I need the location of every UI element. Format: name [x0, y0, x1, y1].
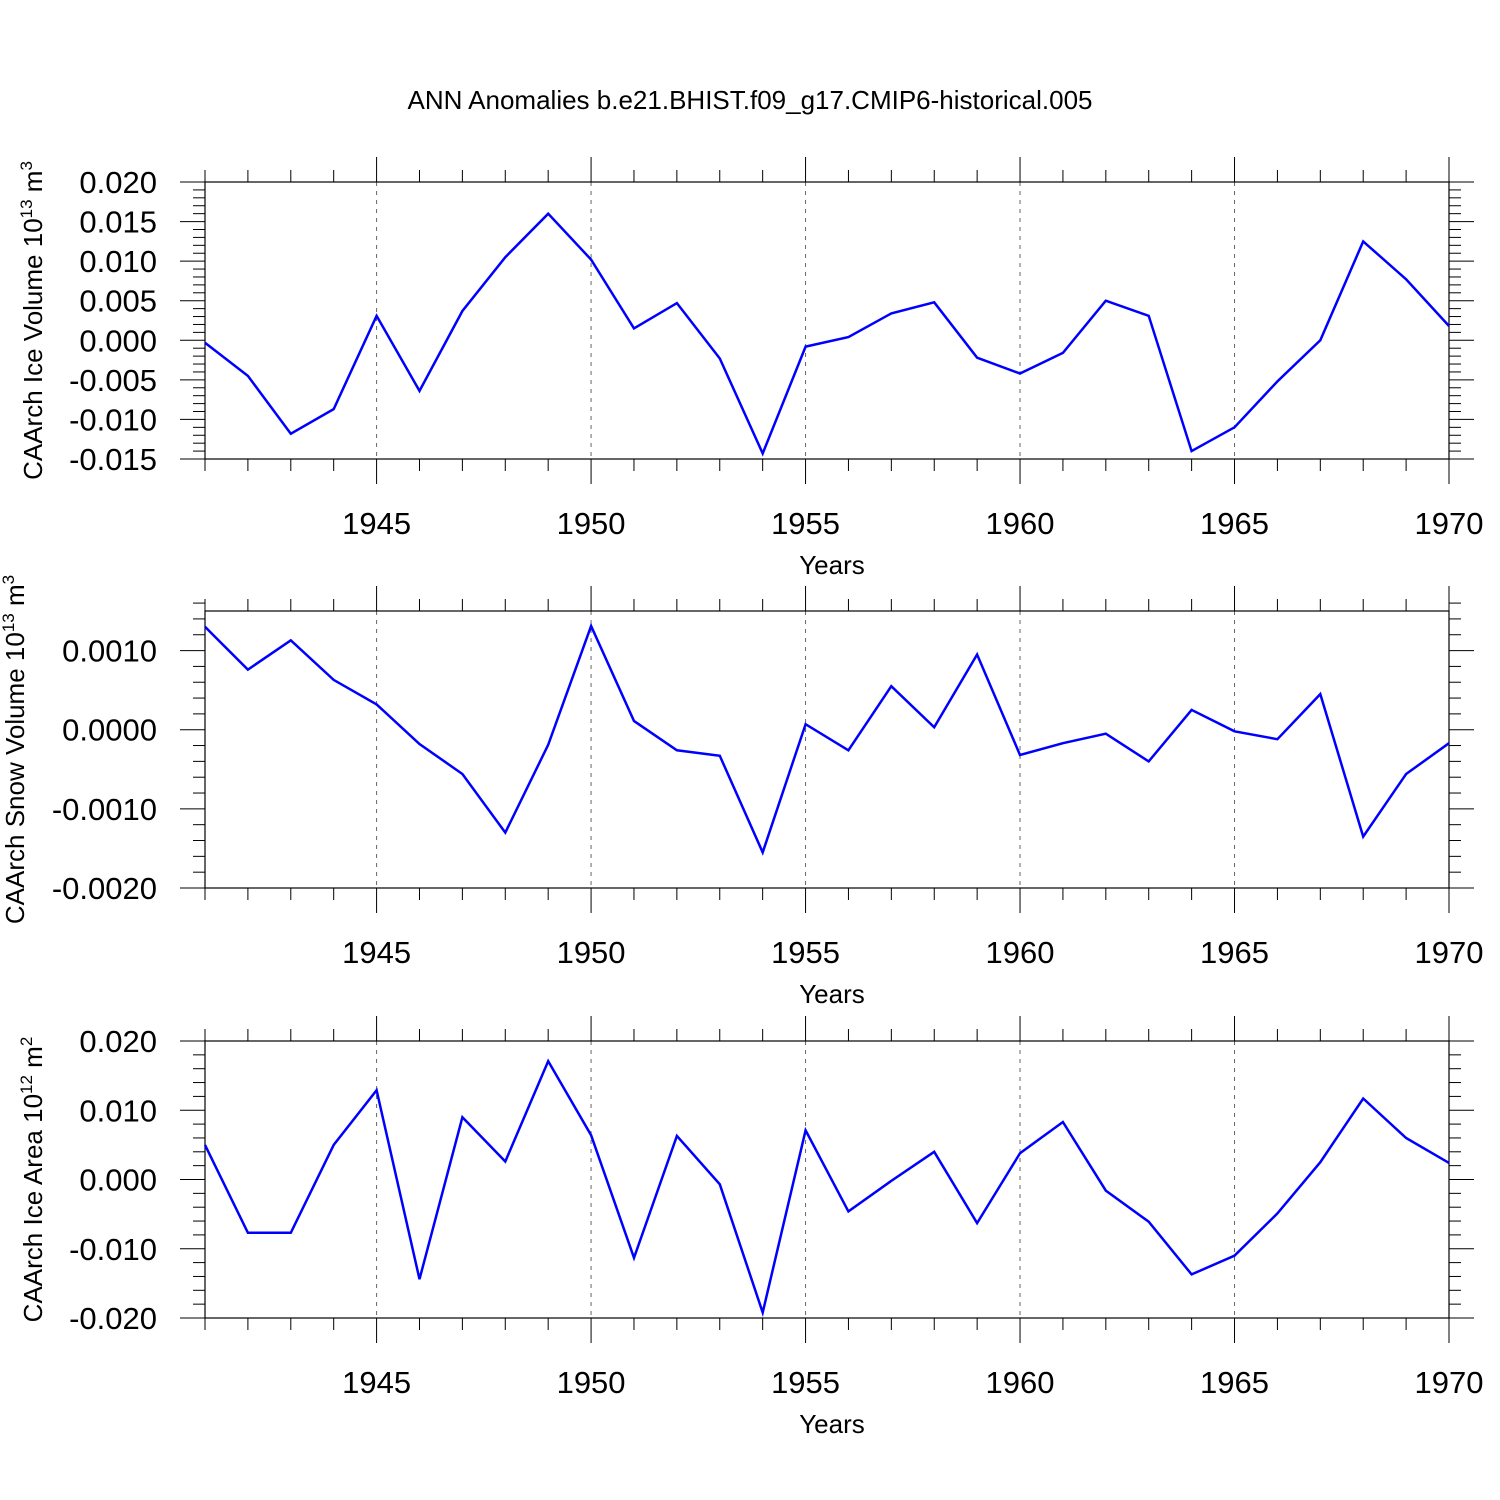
- y-tick-label: 0.010: [79, 244, 157, 279]
- y-tick-label: 0.010: [79, 1093, 157, 1128]
- x-tick-label: 1950: [557, 935, 626, 970]
- y-axis-label-unit: m: [18, 1046, 48, 1075]
- series-line: [203, 1058, 1450, 1318]
- y-tick-label: 0.015: [79, 205, 157, 240]
- y-axis-label: CAArch Snow Volume 1013 m3: [0, 575, 30, 924]
- x-axis-label: Years: [799, 550, 865, 580]
- y-axis-label-unit-exponent: 2: [17, 1037, 36, 1046]
- x-tick-label: 1970: [1415, 506, 1484, 541]
- x-tick-label: 1955: [771, 935, 840, 970]
- y-axis-label-text: CAArch Ice Area 10: [18, 1094, 48, 1322]
- panel-3: -0.020 -0.010 0.000 0.010 0.020 1945 1950 1955 1…: [17, 1016, 1483, 1439]
- y-axis-label-unit-exponent: 3: [17, 161, 36, 170]
- y-axis-label-unit: m: [0, 584, 30, 613]
- x-tick-label: 1965: [1200, 506, 1269, 541]
- y-axis-label-exponent: 13: [17, 199, 36, 218]
- y-tick-label: 0.020: [79, 165, 157, 200]
- y-tick-label: -0.0020: [52, 871, 157, 906]
- x-tick-label: 1970: [1415, 935, 1484, 970]
- plot-frame: [204, 181, 1450, 460]
- x-tick-label: 1955: [771, 1365, 840, 1400]
- plot-frame: [204, 610, 1450, 889]
- panel-1: -0.015 -0.010 -0.005 0.000 0.005 0.010 0.015 0.…: [17, 157, 1483, 580]
- y-tick-label: 0.020: [79, 1024, 157, 1059]
- y-tick-label: -0.005: [69, 363, 157, 398]
- x-tick-label: 1950: [557, 1365, 626, 1400]
- x-tick-label: 1965: [1200, 1365, 1269, 1400]
- x-tick-label: 1960: [986, 1365, 1055, 1400]
- y-tick-label: 0.0010: [62, 634, 157, 669]
- series-line: [204, 622, 1450, 856]
- panel-2: -0.0020 -0.0010 0.0000 0.0010 1945 1950 1955 19…: [0, 575, 1483, 1009]
- x-tick-label: 1955: [771, 506, 840, 541]
- y-tick-label: 0.005: [79, 284, 157, 319]
- x-tick-label: 1945: [342, 506, 411, 541]
- y-axis-label: CAArch Ice Volume 1013 m3: [17, 161, 48, 480]
- x-tick-label: 1960: [986, 506, 1055, 541]
- x-tick-label: 1945: [342, 1365, 411, 1400]
- y-tick-label: -0.010: [69, 402, 157, 437]
- x-axis-label: Years: [799, 1409, 865, 1439]
- y-tick-label: -0.020: [69, 1301, 157, 1336]
- figure-title: ANN Anomalies b.e21.BHIST.f09_g17.CMIP6-…: [407, 85, 1092, 115]
- y-axis-label-text: CAArch Ice Volume 10: [18, 218, 48, 480]
- x-tick-label: 1970: [1415, 1365, 1484, 1400]
- y-axis-label: CAArch Ice Area 1012 m2: [17, 1037, 48, 1323]
- y-axis-label-exponent: 12: [17, 1075, 36, 1094]
- x-tick-label: 1950: [557, 506, 626, 541]
- y-axis-label-unit-exponent: 3: [0, 575, 18, 584]
- x-tick-label: 1965: [1200, 935, 1269, 970]
- y-tick-label: -0.015: [69, 442, 157, 477]
- series-line: [204, 211, 1450, 457]
- x-axis-label: Years: [799, 979, 865, 1009]
- y-tick-label: 0.000: [79, 1163, 157, 1198]
- x-tick-label: 1960: [986, 935, 1055, 970]
- y-axis-label-exponent: 13: [0, 613, 18, 632]
- y-tick-label: 0.0000: [62, 713, 157, 748]
- y-axis-label-text: CAArch Snow Volume 10: [0, 632, 30, 924]
- x-tick-label: 1945: [342, 935, 411, 970]
- y-tick-label: -0.010: [69, 1232, 157, 1267]
- y-tick-label: 0.000: [79, 323, 157, 358]
- y-tick-label: -0.0010: [52, 792, 157, 827]
- y-axis-label-unit: m: [18, 171, 48, 200]
- plot-frame: [204, 1040, 1450, 1319]
